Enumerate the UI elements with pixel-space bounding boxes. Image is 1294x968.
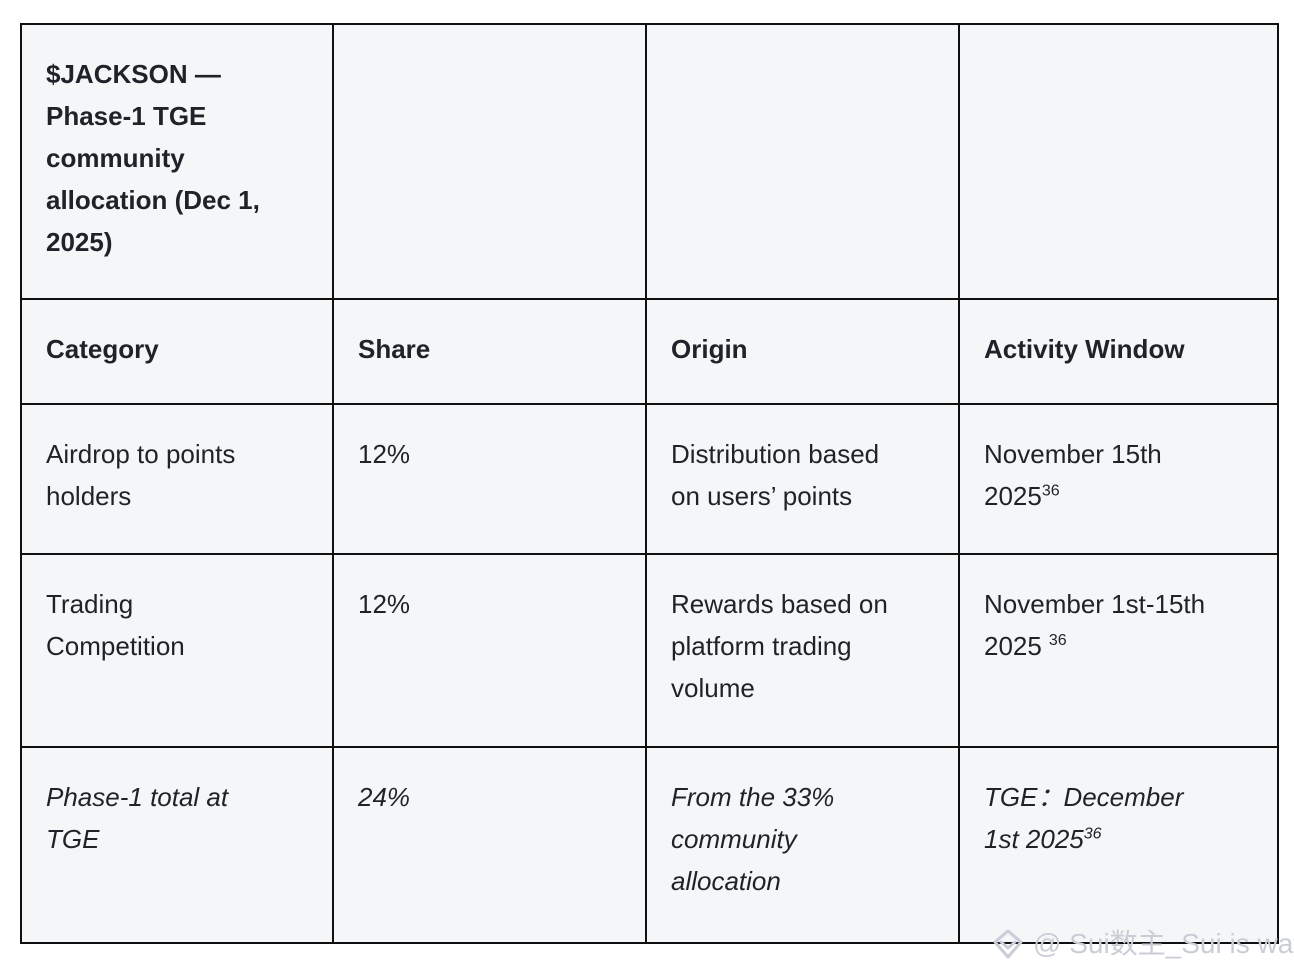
cell-share: 24% (332, 746, 647, 944)
cell-origin: Distribution based on users’ points (645, 403, 960, 555)
title-row-empty-cell (958, 23, 1279, 300)
footnote-ref: 36 (1041, 482, 1060, 500)
cell-activity-window: November 1st-15th 2025 36 (958, 553, 1279, 748)
header-origin: Origin (645, 298, 960, 405)
cell-share: 12% (332, 553, 647, 748)
header-activity-window: Activity Window (958, 298, 1279, 405)
diamond-gem-icon (992, 928, 1024, 960)
table-title: $JACKSON — Phase-1 TGE community allocat… (46, 59, 260, 257)
cell-category: Phase-1 total at TGE (20, 746, 334, 944)
cell-activity-window: November 15th 202536 (958, 403, 1279, 555)
table-row: Trading Competition 12% Rewards based on… (20, 553, 1279, 748)
header-share: Share (332, 298, 647, 405)
cell-activity-window: TGE：December 1st 202536 (958, 746, 1279, 944)
title-row-empty-cell (332, 23, 647, 300)
table-title-row: $JACKSON — Phase-1 TGE community allocat… (20, 23, 1279, 300)
table-title-cell: $JACKSON — Phase-1 TGE community allocat… (20, 23, 334, 300)
cell-category: Trading Competition (20, 553, 334, 748)
table-total-row: Phase-1 total at TGE 24% From the 33% co… (20, 746, 1279, 944)
cell-share: 12% (332, 403, 647, 555)
cell-origin: Rewards based on platform trading volume (645, 553, 960, 748)
cell-origin: From the 33% community allocation (645, 746, 960, 944)
watermark-text: @ Sui数主_Sui is water (1033, 928, 1294, 959)
title-row-empty-cell (645, 23, 960, 300)
table-row: Airdrop to points holders 12% Distributi… (20, 403, 1279, 555)
footnote-ref: 36 (1048, 632, 1067, 650)
header-category: Category (20, 298, 334, 405)
table-header-row: Category Share Origin Activity Window (20, 298, 1279, 405)
watermark: @ Sui数主_Sui is water (992, 927, 1294, 961)
allocation-table: $JACKSON — Phase-1 TGE community allocat… (20, 23, 1279, 944)
cell-category: Airdrop to points holders (20, 403, 334, 555)
footnote-ref: 36 (1083, 825, 1102, 843)
